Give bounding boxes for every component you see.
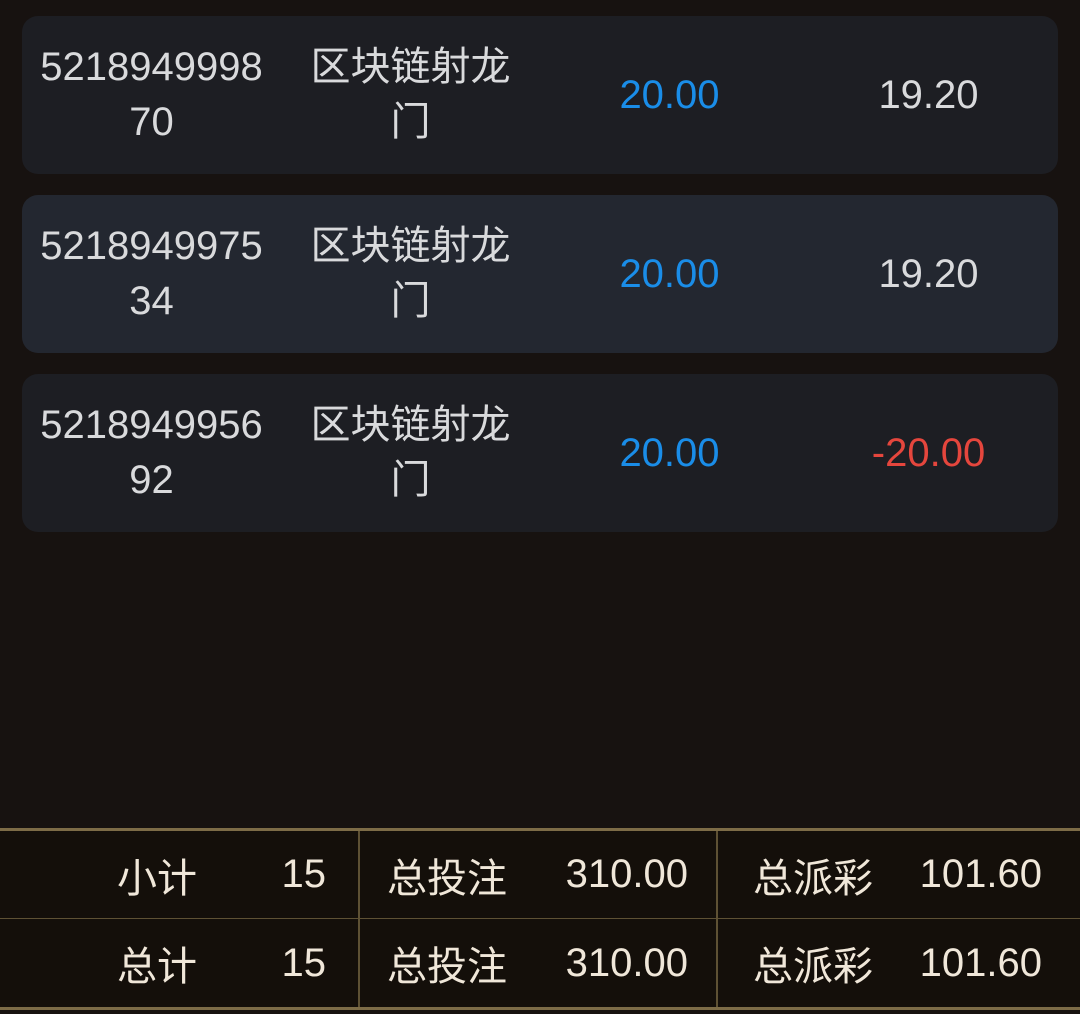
total-bet-value: 310.00 xyxy=(565,852,688,896)
grand-total-count-cell: 总计 15 xyxy=(0,919,360,1007)
bet-amount: 20.00 xyxy=(619,251,720,296)
bet-record-row[interactable]: 521894997534 区块链射龙门 20.00 19.20 xyxy=(22,195,1058,353)
total-bet-value: 310.00 xyxy=(565,940,688,985)
bet-profit: 19.20 xyxy=(878,251,979,296)
bet-id: 521894995692 xyxy=(40,403,263,502)
grand-total-bet-cell: 总投注 310.00 xyxy=(360,919,718,1007)
bet-profit: -20.00 xyxy=(871,430,986,475)
summary-table: 小计 15 总投注 310.00 总派彩 101.60 总计 15 总投注 31… xyxy=(0,828,1080,1010)
total-payout-label: 总派彩 xyxy=(753,945,873,989)
bet-amount: 20.00 xyxy=(619,430,720,475)
bet-record-row[interactable]: 521894995692 区块链射龙门 20.00 -20.00 xyxy=(22,374,1058,532)
bet-game-name: 区块链射龙门 xyxy=(310,224,511,323)
bet-profit: 19.20 xyxy=(878,72,979,117)
total-payout-label: 总派彩 xyxy=(753,856,873,901)
bet-id: 521894999870 xyxy=(40,45,263,144)
grand-total-count: 15 xyxy=(281,940,327,985)
total-bet-label: 总投注 xyxy=(387,945,507,989)
total-bet-label: 总投注 xyxy=(387,856,507,901)
grand-total-payout-cell: 总派彩 101.60 xyxy=(718,919,1080,1007)
subtotal-bet-cell: 总投注 310.00 xyxy=(360,831,718,918)
subtotal-payout-cell: 总派彩 101.60 xyxy=(718,831,1080,918)
bet-id: 521894997534 xyxy=(40,224,263,323)
subtotal-count-cell: 小计 15 xyxy=(0,831,360,918)
total-payout-value: 101.60 xyxy=(919,852,1042,896)
grand-total-row: 总计 15 总投注 310.00 总派彩 101.60 xyxy=(0,919,1080,1007)
bet-records-list: 521894999870 区块链射龙门 20.00 19.20 52189499… xyxy=(22,16,1058,532)
subtotal-label: 小计 xyxy=(117,856,197,901)
grand-total-label: 总计 xyxy=(117,945,197,989)
subtotal-row: 小计 15 总投注 310.00 总派彩 101.60 xyxy=(0,831,1080,919)
bet-game-name: 区块链射龙门 xyxy=(310,403,511,502)
total-payout-value: 101.60 xyxy=(919,940,1042,985)
bet-amount: 20.00 xyxy=(619,72,720,117)
subtotal-count: 15 xyxy=(281,852,327,896)
bet-game-name: 区块链射龙门 xyxy=(310,45,511,144)
bet-record-row[interactable]: 521894999870 区块链射龙门 20.00 19.20 xyxy=(22,16,1058,174)
